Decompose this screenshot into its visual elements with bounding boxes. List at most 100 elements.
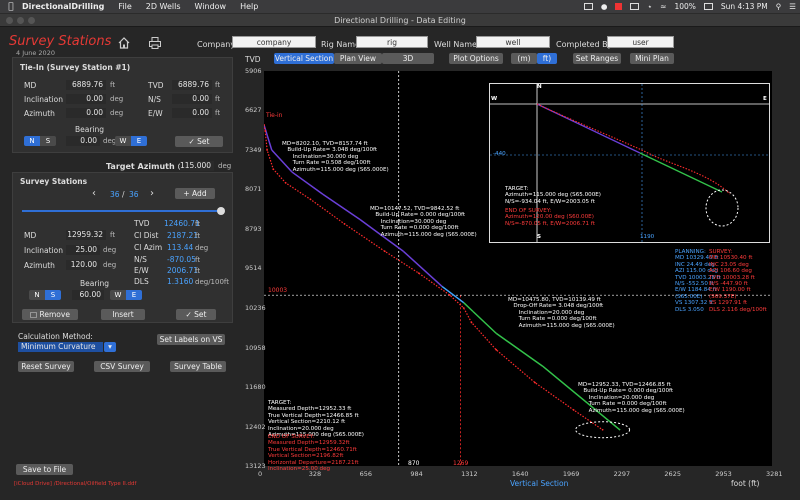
print-icon[interactable] — [148, 36, 162, 50]
reset-survey-button[interactable]: Reset Survey — [18, 361, 74, 372]
control-center-icon[interactable]: ☰ — [789, 2, 796, 11]
tie-in-ns-field[interactable]: 0.00 — [172, 94, 212, 104]
tie-in-tvd-label: TVD — [148, 81, 164, 90]
x-tick-label: 984 — [410, 470, 423, 478]
prev-station-icon[interactable]: ‹ — [92, 188, 96, 199]
survey-n-option[interactable]: N — [29, 290, 45, 300]
set-labels-vs-button[interactable]: Set Labels on VS — [157, 334, 225, 345]
airplay-icon[interactable] — [630, 3, 640, 10]
mini-south-label: S — [537, 234, 542, 240]
vline2-label: 1269 — [453, 460, 469, 467]
zoom-window-icon[interactable] — [28, 17, 35, 24]
tie-in-set-button[interactable]: ✓ Set — [175, 136, 223, 147]
tab-vertical-section[interactable]: Vertical Section — [274, 53, 334, 64]
survey-tvd-value: 12460.71 — [164, 219, 200, 228]
target-azimuth-unit: deg — [218, 162, 232, 170]
menu-file[interactable]: File — [118, 2, 132, 11]
tie-in-s-option[interactable]: S — [40, 136, 56, 146]
tie-in-ew-field[interactable]: 0.00 — [172, 108, 212, 118]
tie-in-n-option[interactable]: N — [24, 136, 40, 146]
minimize-window-icon[interactable] — [17, 17, 24, 24]
tie-in-md-field[interactable]: 6889.76 — [66, 80, 106, 90]
unit-m-option[interactable]: (m) — [511, 53, 537, 64]
tie-in-azimuth-label: Azimuth — [24, 109, 55, 118]
x-tick-label: 1969 — [562, 470, 580, 478]
survey-azimuth-field[interactable]: 120.00 — [66, 260, 100, 270]
record-icon[interactable] — [615, 3, 623, 10]
company-field[interactable]: company — [232, 36, 316, 48]
home-icon[interactable] — [117, 36, 131, 50]
station-separator: / — [122, 190, 125, 199]
remove-station-button[interactable]: □ Remove — [22, 309, 78, 320]
survey-table-button[interactable]: Survey Table — [170, 361, 226, 372]
survey-point — [343, 223, 346, 225]
header: Survey Stations 4 June 2020 Company comp… — [0, 28, 800, 58]
survey-e-option[interactable]: E — [126, 290, 142, 300]
chevron-down-icon[interactable]: ▾ — [104, 342, 116, 352]
tab-plan-view[interactable]: Plan View — [334, 53, 382, 64]
mini-plan-button[interactable]: Mini Plan — [630, 53, 674, 64]
tie-in-ns-toggle[interactable]: N S — [24, 136, 56, 146]
tab-3d[interactable]: 3D — [382, 53, 434, 64]
survey-md-field[interactable]: 12959.32 — [66, 230, 106, 240]
menu-help[interactable]: Help — [240, 2, 259, 11]
tie-in-tvd-field[interactable]: 6889.76 — [172, 80, 212, 90]
annotation-build: MD=8202.10, TVD=8157.74 ft Build-Up Rate… — [282, 141, 389, 173]
tie-in-w-option[interactable]: W — [115, 136, 131, 146]
target-azimuth-field[interactable]: 115.000 — [180, 161, 214, 171]
screen-icon[interactable] — [583, 3, 593, 10]
insert-station-button[interactable]: Insert — [101, 309, 145, 320]
survey-set-label: Set — [194, 310, 207, 319]
battery-icon[interactable] — [703, 3, 713, 10]
save-to-file-button[interactable]: Save to File — [16, 464, 73, 475]
survey-ew-unit: ft — [195, 267, 201, 275]
survey-set-button[interactable]: ✓ Set — [176, 309, 216, 320]
survey-bearing-field[interactable]: 60.00 — [72, 290, 104, 300]
tie-in-inclination-field[interactable]: 0.00 — [66, 94, 106, 104]
planned-path-segment — [322, 193, 361, 221]
tie-in-we-toggle[interactable]: W E — [115, 136, 147, 146]
survey-inclination-field[interactable]: 25.00 — [66, 245, 100, 255]
circle-icon[interactable]: ● — [600, 2, 608, 11]
planned-path-segment — [472, 310, 497, 334]
survey-ns-toggle[interactable]: N S — [29, 290, 61, 300]
menu-window[interactable]: Window — [194, 2, 227, 11]
y-tick-label: 5906 — [245, 67, 262, 75]
survey-cldist-value: 2187.21 — [167, 231, 199, 240]
wifi-icon[interactable]: ≈ — [660, 2, 667, 11]
calc-method-select[interactable]: Minimum Curvature — [18, 342, 103, 352]
tie-in-e-option[interactable]: E — [131, 136, 147, 146]
well-name-field[interactable]: well — [476, 36, 550, 48]
survey-ew-label: E/W — [134, 266, 149, 275]
tie-in-azimuth-field[interactable]: 0.00 — [66, 108, 106, 118]
mini-survey-path — [536, 103, 731, 195]
rig-name-field[interactable]: rig — [356, 36, 428, 48]
tie-in-title: Tie-In (Survey Station #1) — [20, 63, 131, 72]
tie-in-ns-unit: ft — [215, 95, 221, 103]
tie-in-bearing-unit: deg — [103, 137, 117, 145]
menu-2d-wells[interactable]: 2D Wells — [145, 2, 181, 11]
survey-we-toggle[interactable]: W E — [110, 290, 142, 300]
survey-w-option[interactable]: W — [110, 290, 126, 300]
search-icon[interactable]: ⚲ — [775, 2, 782, 11]
station-slider[interactable] — [22, 210, 220, 212]
plot-options-button[interactable]: Plot Options — [449, 53, 503, 64]
completed-by-field[interactable]: user — [607, 36, 674, 48]
next-station-icon[interactable]: › — [150, 188, 154, 199]
clock[interactable]: Sun 4:13 PM — [720, 2, 768, 11]
menu-app-name[interactable]: DirectionalDrilling — [22, 2, 105, 11]
apple-icon[interactable]:  — [0, 2, 22, 12]
survey-azimuth-unit: deg — [103, 261, 117, 269]
bluetooth-icon[interactable]: ⋆ — [647, 2, 653, 11]
unit-ft-option[interactable]: ft) — [537, 53, 557, 64]
close-window-icon[interactable] — [6, 17, 13, 24]
csv-survey-button[interactable]: CSV Survey — [94, 361, 150, 372]
add-station-button[interactable]: + Add — [175, 188, 215, 199]
mini-plan-view[interactable] — [489, 83, 770, 243]
set-ranges-button[interactable]: Set Ranges — [573, 53, 621, 64]
tie-in-bearing-field[interactable]: 0.00 — [66, 136, 100, 146]
survey-point — [572, 409, 575, 411]
survey-s-option[interactable]: S — [45, 290, 61, 300]
station-slider-knob[interactable] — [217, 207, 225, 215]
y-tick-label: 8793 — [245, 225, 262, 233]
